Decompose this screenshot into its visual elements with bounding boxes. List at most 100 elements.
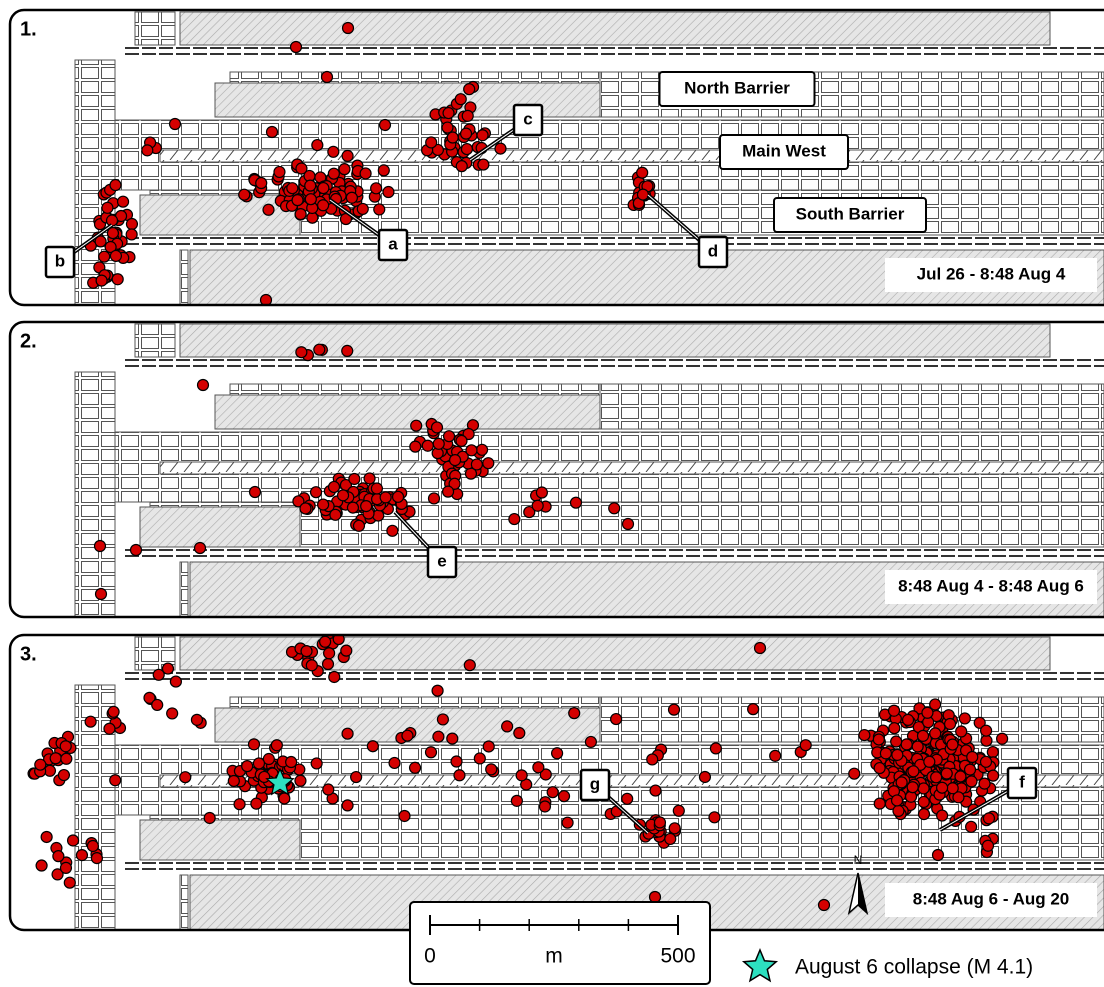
seismic-event [68,835,79,846]
seismic-event [402,730,413,741]
seismic-event [361,501,372,512]
seismic-event [569,708,580,719]
seismic-event [536,487,547,498]
mine-workings [180,562,188,622]
seismic-event [99,251,110,262]
seismic-event [755,643,766,654]
seismic-event [464,660,475,671]
seismic-event [328,146,339,157]
map-figure: North BarrierMain WestSouth BarrierabcdJ… [0,0,1104,987]
seismic-event [433,731,444,742]
seismic-event [167,708,178,719]
seismic-event [324,648,335,659]
callout-label: e [437,551,446,570]
seismic-event [947,739,958,750]
seismic-event [673,805,684,816]
seismic-event [451,756,462,767]
seismic-event [351,772,362,783]
north-label: N [854,853,863,867]
seismic-event [41,831,52,842]
seismic-event [455,94,466,105]
seismic-event [251,798,262,809]
seismic-event [483,458,494,469]
seismic-event [559,791,570,802]
seismic-event [918,730,929,741]
seismic-event [874,798,885,809]
seismic-event [256,178,267,189]
seismic-event [58,770,69,781]
panel-content: fg8:48 Aug 6 - Aug 203. [10,633,1104,935]
seismic-event [609,503,620,514]
seismic-event [918,809,929,820]
seismic-event [426,137,437,148]
seismic-event [36,860,47,871]
seismic-event [271,740,282,751]
seismic-event [296,163,307,174]
seismic-event [669,823,680,834]
seismic-event [371,183,382,194]
seismic-event [162,663,173,674]
seismic-event [61,753,72,764]
seismic-event [924,756,935,767]
mine-workings [140,507,300,547]
seismic-event [959,713,970,724]
seismic-event [378,165,389,176]
seismic-event [312,140,323,151]
seismic-event [108,706,119,717]
seismic-event [360,168,371,179]
seismic-event [198,380,209,391]
seismic-event [748,704,759,715]
seismic-event [893,805,904,816]
seismic-event [447,132,458,143]
seismic-event [422,440,433,451]
seismic-event [432,422,443,433]
seismic-event [339,164,350,175]
seismic-event [60,741,71,752]
area-label: Main West [742,141,826,160]
seismic-event [966,821,977,832]
mine-workings [230,72,600,83]
seismic-event [242,761,253,772]
seismic-event [250,487,261,498]
seismic-event [892,749,903,760]
seismic-event [699,771,710,782]
seismic-event [637,167,648,178]
seismic-event [987,747,998,758]
seismic-event [637,189,648,200]
mine-workings [600,697,1104,742]
seismic-event [287,183,298,194]
seismic-event [342,345,353,356]
seismic-event [371,483,382,494]
period-label: 8:48 Aug 6 - Aug 20 [913,889,1070,908]
seismic-event [106,215,117,226]
seismic-event [263,204,274,215]
seismic-event [311,758,322,769]
seismic-event [937,782,948,793]
seismic-event [997,733,1008,744]
seismic-event [95,541,106,552]
seismic-event [349,473,360,484]
seismic-event [800,740,811,751]
callout-label: g [590,774,600,793]
seismic-event [85,716,96,727]
seismic-event [346,192,357,203]
seismic-event [511,795,522,806]
seismic-event [318,183,329,194]
seismic-event [126,219,137,230]
seismic-event [444,431,455,442]
seismic-event [981,756,992,767]
seismic-event [955,771,966,782]
seismic-event [514,728,525,739]
seismic-event [367,741,378,752]
seismic-event [347,502,358,513]
seismic-event [300,503,311,514]
seismic-event [329,481,340,492]
seismic-event [562,817,573,828]
seismic-event [533,762,544,773]
seismic-event [896,777,907,788]
seismic-event [374,204,385,215]
seismic-event [110,180,121,191]
seismic-event [341,645,352,656]
seismic-event [126,229,137,240]
seismic-event [53,851,64,862]
